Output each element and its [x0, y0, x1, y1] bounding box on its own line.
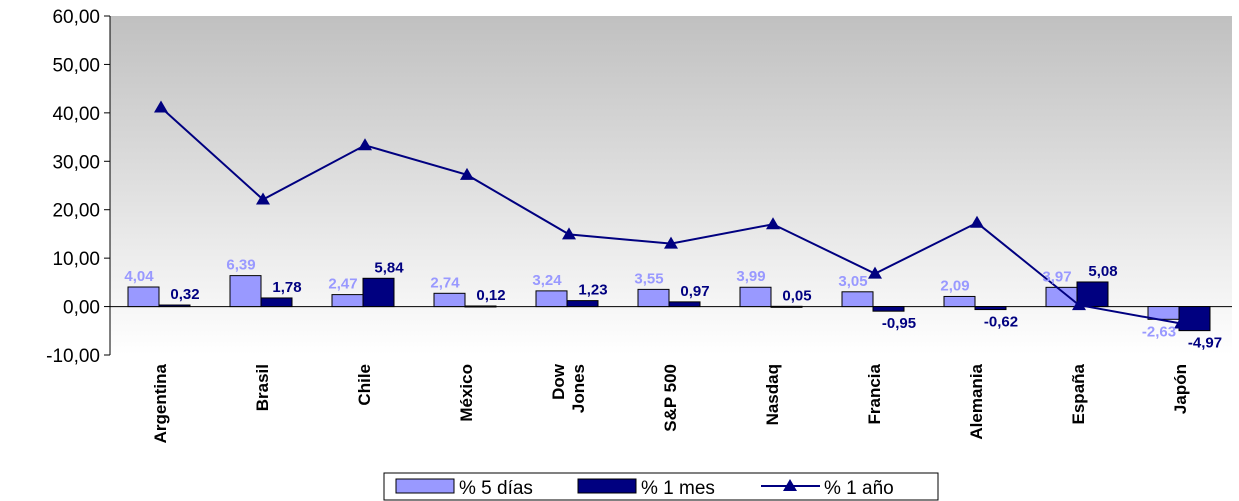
marker-1-ano: [1072, 298, 1086, 311]
legend-label-5-dias: % 5 días: [459, 478, 533, 499]
y-tick-label: 60,00: [52, 7, 100, 28]
category-label: Chile: [355, 364, 374, 406]
category-label: Dow Jones: [549, 363, 588, 413]
bar-5-dias: [841, 291, 874, 308]
marker-1-ano: [1174, 316, 1188, 329]
bar-1-mes: [464, 305, 497, 308]
bar-5-dias: [331, 294, 364, 308]
bar-5-dias: [943, 295, 976, 308]
data-label-1-mes: -0,62: [984, 314, 1018, 331]
data-label-1-mes: 5,84: [374, 259, 404, 276]
category-label-line: Brasil: [253, 364, 272, 411]
bar-5-dias: [229, 275, 262, 308]
y-tick-label: 20,00: [52, 201, 100, 222]
x-axis: Argentina Brasil Chile México Dow Jones S&P 50…: [151, 363, 1190, 443]
category-label-line: Japón: [1171, 364, 1190, 414]
y-tick-label: 30,00: [52, 152, 100, 173]
bar-1-mes: [770, 305, 803, 308]
marker-1-ano: [766, 217, 780, 230]
marker-1-ano: [664, 236, 678, 249]
data-label-5-dias: 3,05: [838, 273, 867, 290]
category-label: España: [1069, 363, 1088, 424]
legend-swatch-5-dias: [395, 478, 455, 494]
category-label-line: Argentina: [151, 363, 170, 443]
bar-1-mes: [974, 306, 1007, 311]
category-label-line: Francia: [865, 363, 884, 424]
marker-1-ano: [256, 192, 270, 205]
bar-5-dias: [739, 286, 772, 308]
data-label-1-mes: -4,97: [1188, 335, 1222, 352]
data-label-5-dias: 3,55: [634, 270, 663, 287]
category-label: Francia: [865, 363, 884, 424]
marker-1-ano: [460, 167, 474, 180]
bar-1-mes: [872, 306, 905, 312]
category-label-line: España: [1069, 363, 1088, 424]
category-label-line: Alemania: [967, 363, 986, 439]
y-tick-label: 0,00: [63, 298, 100, 319]
y-tick-label: 40,00: [52, 104, 100, 125]
category-label: Brasil: [253, 364, 272, 411]
legend-label-1-mes: % 1 mes: [641, 478, 715, 499]
bar-1-mes: [668, 301, 701, 308]
legend-swatch-1-mes: [577, 478, 637, 494]
category-label-line: Nasdaq: [763, 364, 782, 425]
data-label-5-dias: 3,24: [532, 272, 562, 289]
y-tick-label: 50,00: [52, 55, 100, 76]
bar-5-dias: [637, 288, 670, 308]
data-label-1-mes: 0,32: [170, 286, 199, 303]
data-label-1-mes: -0,95: [882, 315, 916, 332]
y-tick-label: -10,00: [46, 346, 100, 367]
category-label: México: [457, 364, 476, 422]
data-label-5-dias: 6,39: [226, 257, 255, 274]
data-label-1-mes: 0,12: [476, 287, 505, 304]
plot-area: [110, 16, 1232, 355]
category-label-line: Chile: [355, 364, 374, 406]
y-axis: 60,00 50,00 40,00 30,00 20,00 10,00 0,00 -10,00: [46, 7, 111, 367]
bar-5-dias: [127, 286, 160, 308]
marker-1-ano: [970, 215, 984, 228]
bar-5-dias: [433, 292, 466, 308]
bar-1-mes: [566, 300, 599, 308]
data-label-5-dias: 4,04: [124, 268, 154, 285]
bar-5-dias: [535, 290, 568, 308]
bar-1-mes: [362, 277, 395, 308]
category-label-line: Dow: [549, 363, 568, 400]
data-label-5-dias: 2,74: [430, 274, 460, 291]
data-label-1-mes: 0,97: [680, 283, 709, 300]
data-label-1-mes: 1,78: [272, 279, 301, 296]
bar-1-mes: [260, 297, 293, 308]
marker-1-ano: [868, 266, 882, 279]
category-label-line: México: [457, 364, 476, 422]
legend-label-1-ano: % 1 año: [824, 478, 894, 499]
category-label: Japón: [1171, 364, 1190, 414]
data-label-1-mes: 0,05: [782, 287, 811, 304]
category-label-line: S&P 500: [661, 364, 680, 432]
data-label-5-dias: 2,47: [328, 276, 357, 293]
category-label: Argentina: [151, 363, 170, 443]
category-label: Alemania: [967, 363, 986, 439]
data-label-1-mes: 5,08: [1088, 263, 1117, 280]
marker-1-ano: [154, 100, 168, 113]
legend-box: [383, 472, 939, 501]
marker-1-ano: [562, 227, 576, 240]
legend: % 5 días % 1 mes % 1 año: [383, 472, 939, 501]
category-label-line: Jones: [569, 364, 588, 413]
data-label-5-dias: 3,99: [736, 268, 765, 285]
data-label-5-dias: -2,63: [1142, 323, 1176, 340]
marker-1-ano: [358, 138, 372, 151]
bar-1-mes: [158, 304, 191, 308]
data-label-5-dias: 2,09: [940, 277, 969, 294]
category-label: S&P 500: [661, 364, 680, 432]
data-label-1-mes: 1,23: [578, 282, 607, 299]
data-label-5-dias: 3,97: [1042, 268, 1071, 285]
category-label: Nasdaq: [763, 364, 782, 425]
legend-marker-1-ano: [783, 479, 797, 491]
y-tick-label: 10,00: [52, 249, 100, 270]
